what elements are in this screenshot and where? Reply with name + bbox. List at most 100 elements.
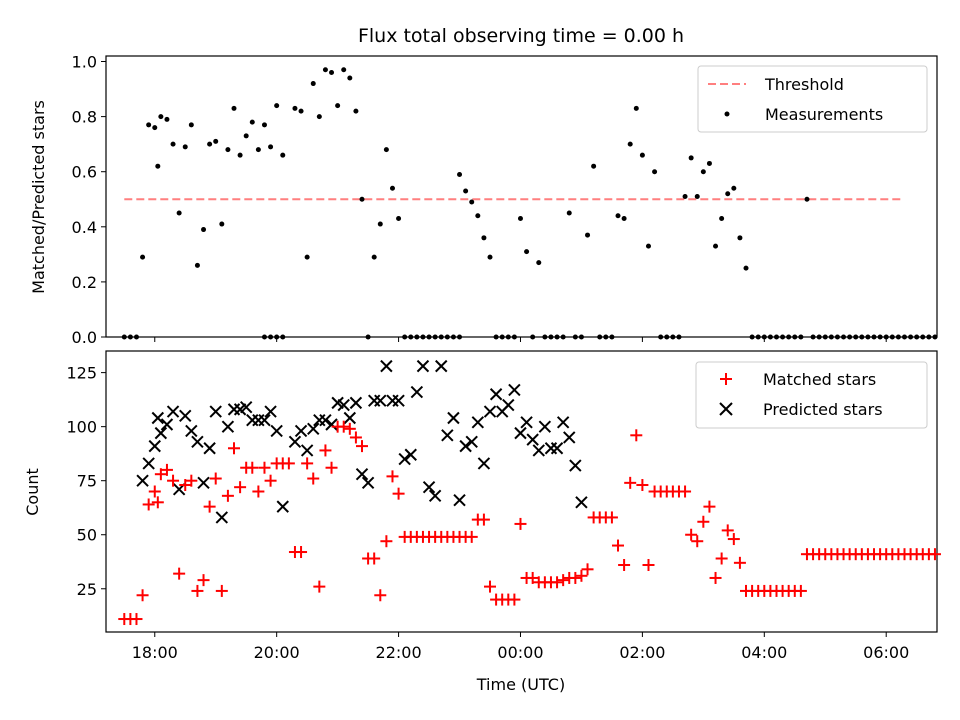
- top-y-tick-label: 1.0: [72, 53, 97, 72]
- measurement-point: [280, 152, 286, 158]
- predicted-star-marker: [307, 422, 320, 436]
- predicted-star-marker: [191, 435, 204, 448]
- measurement-point: [329, 70, 335, 76]
- matched-star-marker: [569, 571, 582, 584]
- matched-star-marker: [167, 474, 180, 487]
- predicted-star-marker: [380, 359, 393, 373]
- measurement-point: [188, 122, 194, 128]
- measurement-point: [274, 334, 280, 340]
- matched-star-marker: [386, 470, 399, 483]
- matched-star-marker: [508, 593, 521, 606]
- predicted-star-marker: [221, 420, 235, 433]
- measurement-point: [505, 334, 511, 340]
- measurement-point: [194, 262, 200, 268]
- measurement-point: [560, 334, 566, 340]
- measurement-point: [176, 210, 182, 216]
- predicted-star-marker: [361, 476, 375, 490]
- matched-star-marker: [264, 474, 277, 487]
- matched-star-marker: [392, 487, 405, 500]
- legend-measurement-swatch: [724, 111, 730, 117]
- bottom-y-tick-label: 75: [77, 472, 97, 491]
- measurement-point: [853, 334, 859, 340]
- measurement-point: [292, 105, 298, 111]
- matched-star-marker: [551, 576, 564, 589]
- predicted-star-marker: [416, 359, 430, 373]
- measurement-point: [877, 334, 883, 340]
- measurement-point: [365, 334, 371, 340]
- predicted-star-marker: [246, 413, 259, 427]
- measurement-point: [901, 334, 907, 340]
- measurement-point: [475, 213, 481, 219]
- measurement-point: [633, 105, 639, 111]
- measurement-point: [347, 75, 353, 81]
- predicted-star-marker: [374, 394, 387, 407]
- predicted-star-marker: [349, 396, 363, 410]
- matched-star-marker: [928, 548, 941, 561]
- measurement-point: [798, 334, 804, 340]
- predicted-star-marker: [270, 424, 283, 438]
- predicted-star-marker: [392, 394, 405, 407]
- predicted-star-marker: [252, 413, 265, 427]
- measurement-point: [310, 81, 316, 87]
- measurement-point: [225, 147, 231, 153]
- predicted-star-marker: [239, 400, 253, 414]
- measurement-point: [127, 334, 133, 340]
- matched-star-marker: [733, 556, 746, 569]
- measurement-point: [261, 334, 267, 340]
- top-legend: Threshold Measurements: [697, 65, 928, 133]
- predicted-star-marker: [154, 426, 168, 440]
- measurement-point: [749, 334, 755, 340]
- predicted-star-marker: [410, 385, 424, 399]
- predicted-star-marker: [179, 409, 192, 423]
- bottom-x-tick-label: 00:00: [497, 643, 543, 662]
- measurement-point: [847, 334, 853, 340]
- measurement-point: [652, 169, 658, 175]
- measurement-point: [859, 334, 865, 340]
- measurement-point: [773, 334, 779, 340]
- matched-star-marker: [526, 571, 539, 584]
- measurement-point: [438, 334, 444, 340]
- measurement-point: [487, 254, 493, 260]
- top-y-tick-label: 0.8: [72, 108, 97, 127]
- matched-star-marker: [605, 511, 618, 524]
- matched-star-marker: [349, 431, 362, 444]
- predicted-star-marker: [215, 511, 229, 524]
- predicted-star-marker: [197, 476, 210, 490]
- predicted-star-marker: [319, 413, 332, 427]
- predicted-star-marker: [386, 394, 399, 407]
- matched-star-marker: [685, 528, 698, 541]
- measurement-point: [444, 334, 450, 340]
- matched-star-marker: [709, 571, 722, 584]
- predicted-star-marker: [447, 411, 460, 425]
- matched-star-marker: [197, 574, 210, 587]
- measurement-point: [566, 210, 572, 216]
- measurement-point: [155, 163, 161, 169]
- measurement-point: [676, 334, 682, 340]
- measurement-point: [792, 334, 798, 340]
- predicted-star-marker: [532, 444, 545, 457]
- measurement-point: [170, 141, 176, 147]
- measurement-point: [554, 334, 560, 340]
- measurement-point: [706, 160, 712, 166]
- ratio-panel: Matched/Predicted stars 0.0 0.2 0.4 0.6 0.8 1…: [29, 53, 938, 347]
- measurement-point: [621, 216, 627, 222]
- matched-star-marker: [380, 535, 393, 548]
- measurement-point: [743, 265, 749, 271]
- predicted-star-marker: [148, 439, 161, 453]
- measurement-point: [457, 171, 463, 177]
- matched-star-marker: [575, 569, 588, 582]
- matched-star-marker: [612, 539, 625, 552]
- matched-star-marker: [191, 584, 204, 597]
- matched-star-marker: [130, 613, 143, 626]
- predicted-star-marker: [288, 435, 302, 448]
- predicted-star-marker: [355, 468, 369, 481]
- legend-matched-label: Matched stars: [763, 370, 876, 389]
- bottom-y-tick-label: 25: [77, 580, 97, 599]
- measurement-point: [536, 260, 542, 266]
- matched-star-marker: [185, 474, 198, 487]
- matched-star-marker: [136, 589, 149, 602]
- matched-star-marker: [258, 461, 271, 474]
- predicted-star-marker: [569, 459, 582, 472]
- matched-star-marker: [154, 468, 167, 481]
